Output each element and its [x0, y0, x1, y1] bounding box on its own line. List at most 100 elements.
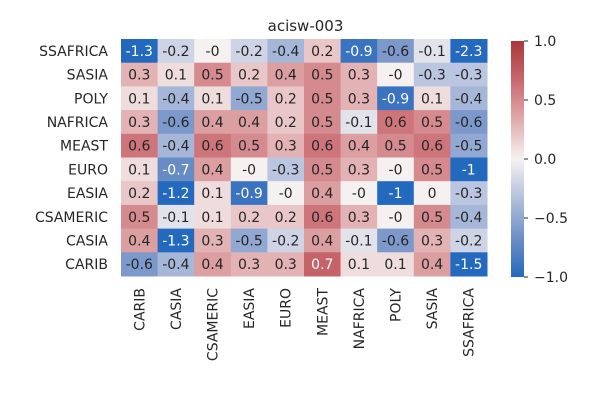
cell-value-label: -0.1 [418, 44, 445, 60]
heatmap-cell [230, 86, 268, 111]
cell-value-label: 0.5 [201, 68, 223, 84]
cell-value-label: -0.1 [162, 210, 189, 226]
heatmap-cell [157, 252, 195, 277]
heatmap-cell [450, 86, 488, 111]
colorbar-tick-label: 0.5 [534, 93, 556, 109]
cell-value-label: 0.3 [348, 210, 370, 226]
y-tick-labels: SSAFRICA SASIA POLY NAFRICA MEAST EURO EASIA CS… [35, 44, 108, 273]
heatmap-cell [230, 133, 268, 158]
y-tick-label: CSAMERIC [35, 210, 108, 226]
heatmap-cell [157, 133, 195, 158]
heatmap-cell [267, 39, 305, 64]
heatmap-cell [413, 39, 451, 64]
cell-value-label: 0.3 [421, 233, 443, 249]
cell-value-label: 0.5 [311, 68, 333, 84]
cell-value-label: -0.2 [455, 233, 482, 249]
heatmap-cell [304, 157, 342, 182]
heatmap-cell [121, 252, 159, 277]
colorbar-tick-label: −0.5 [534, 211, 568, 227]
heatmap-cell [230, 62, 268, 87]
heatmap-cell [377, 157, 415, 182]
cell-value-label: 0.1 [421, 91, 443, 107]
cell-value-label: 0.3 [128, 115, 150, 131]
cell-value-label: 0.1 [201, 91, 223, 107]
y-tick-label: NAFRICA [47, 115, 109, 131]
cell-value-label: -0 [352, 186, 366, 202]
cell-value-label: 0 [428, 186, 437, 202]
x-tick-label: CSAMERIC [206, 288, 222, 361]
heatmap-cell [230, 252, 268, 277]
heatmap-cell [340, 157, 378, 182]
cell-value-label: -0.4 [455, 210, 482, 226]
x-tick-label: NAFRICA [352, 288, 368, 350]
cell-value-label: -0.5 [455, 139, 482, 155]
cell-value-label: 0.1 [165, 68, 187, 84]
cell-value-label: -0.3 [455, 186, 482, 202]
cell-value-label: 0.3 [238, 257, 260, 273]
cell-value-label: -2.3 [455, 44, 482, 60]
heatmap-cell [304, 181, 342, 206]
heatmap-cell [413, 86, 451, 111]
cell-value-label: 0.6 [421, 139, 443, 155]
cell-value-label: 0.6 [311, 139, 333, 155]
cell-value-label: -0.3 [455, 68, 482, 84]
heatmap-cell [340, 86, 378, 111]
heatmap-cell [194, 62, 232, 87]
heatmap-cell [194, 133, 232, 158]
heatmap-cell [377, 86, 415, 111]
cell-value-label: -0 [242, 162, 256, 178]
heatmap-cell [340, 133, 378, 158]
cell-value-label: 0.7 [311, 257, 333, 273]
heatmap-cell [194, 228, 232, 253]
cell-value-label: 0.6 [201, 139, 223, 155]
y-tick-label: POLY [74, 91, 108, 107]
heatmap-cell [230, 228, 268, 253]
cell-value-label: -0.6 [382, 233, 409, 249]
cell-value-label: 0.3 [348, 91, 370, 107]
heatmap-cell [340, 39, 378, 64]
heatmap-cell [377, 39, 415, 64]
heatmap-cell [157, 86, 195, 111]
heatmap-cell [267, 181, 305, 206]
heatmap-cell [230, 181, 268, 206]
cell-value-label: 0.3 [348, 162, 370, 178]
cell-value-label: -0.4 [162, 257, 189, 273]
cell-value-label: 0.4 [201, 257, 223, 273]
heatmap-cell [413, 181, 451, 206]
cell-value-label: 0.2 [238, 68, 260, 84]
heatmap-cell [267, 110, 305, 135]
heatmap-cell [450, 228, 488, 253]
cell-value-label: 0.1 [348, 257, 370, 273]
heatmap-cell [304, 110, 342, 135]
cell-value-label: 0.3 [275, 257, 297, 273]
cell-value-label: -1.3 [162, 233, 189, 249]
heatmap-cell [304, 228, 342, 253]
heatmap-cell [304, 133, 342, 158]
cell-value-label: 0.2 [128, 186, 150, 202]
x-tick-label: CARIB [132, 288, 148, 331]
cell-value-label: -0.2 [235, 44, 262, 60]
x-tick-label: EURO [279, 288, 295, 328]
cell-value-label: 0.1 [384, 257, 406, 273]
heatmap-cell [304, 39, 342, 64]
cell-value-label: -0.4 [272, 44, 299, 60]
cell-value-label: 0.6 [384, 115, 406, 131]
cell-value-label: -0.5 [235, 233, 262, 249]
cell-value-label: -0 [206, 44, 220, 60]
heatmap-cell [121, 110, 159, 135]
cell-value-label: -0.6 [455, 115, 482, 131]
colorbar-tick-label: 1.0 [534, 34, 556, 50]
cell-value-label: 0.4 [275, 68, 297, 84]
cell-value-label: -0.3 [272, 162, 299, 178]
cell-value-label: -0.7 [162, 162, 189, 178]
heatmap-cell [450, 62, 488, 87]
y-tick-label: SASIA [67, 68, 109, 84]
cell-value-label: 0.3 [348, 68, 370, 84]
cell-value-label: 0.1 [128, 91, 150, 107]
cell-value-label: 0.1 [128, 162, 150, 178]
y-tick-label: SSAFRICA [39, 44, 108, 60]
heatmap-cell [450, 39, 488, 64]
heatmap-cell [121, 62, 159, 87]
heatmap-cell [377, 110, 415, 135]
